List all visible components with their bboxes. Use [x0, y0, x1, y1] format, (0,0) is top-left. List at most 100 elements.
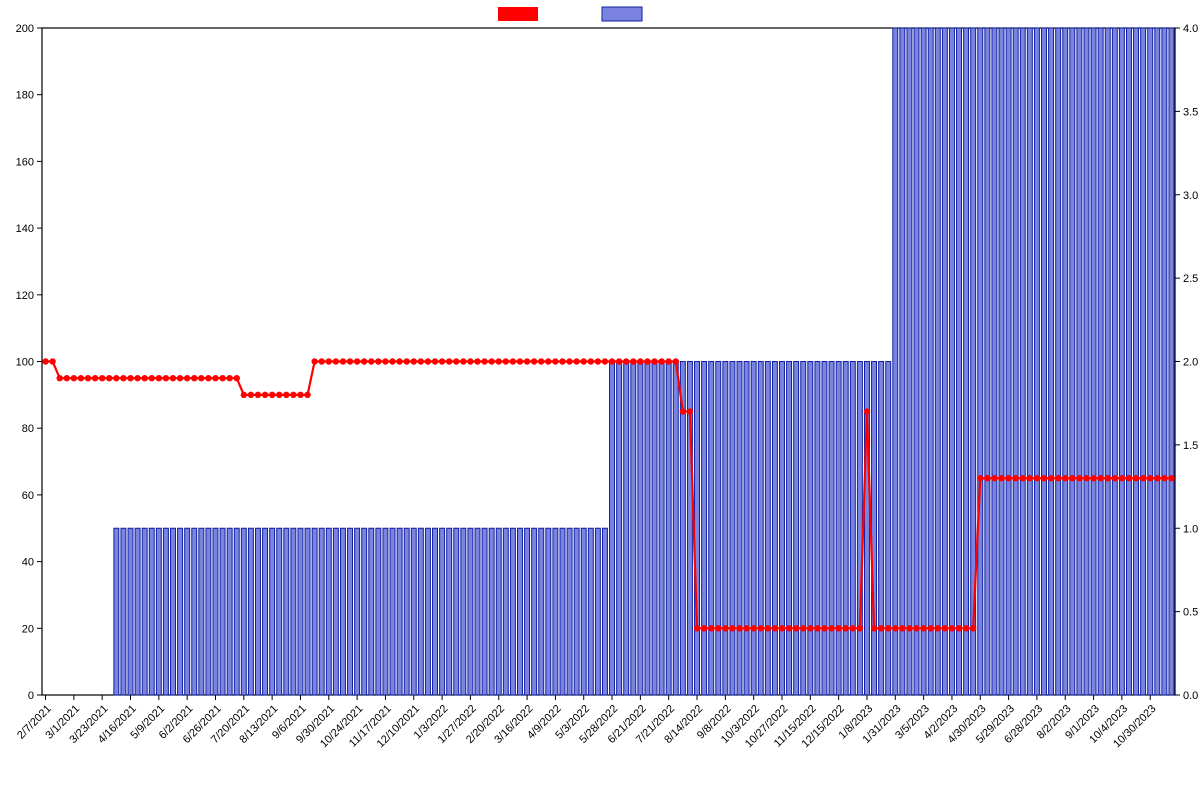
line-marker: [793, 625, 799, 631]
bar: [1077, 28, 1082, 695]
bar: [121, 528, 126, 695]
yright-tick-label: 2.0: [1183, 357, 1198, 369]
line-marker: [630, 358, 636, 364]
yright-tick-label: 3.0: [1183, 190, 1198, 202]
bar: [595, 528, 600, 695]
yright-tick-label: 2.5: [1183, 273, 1198, 285]
line-marker: [1119, 475, 1125, 481]
bar: [935, 28, 940, 695]
bar: [248, 528, 253, 695]
bar: [433, 528, 438, 695]
line-marker: [170, 375, 176, 381]
bar: [404, 528, 409, 695]
line-marker: [864, 408, 870, 414]
bar: [348, 528, 353, 695]
line-marker: [680, 408, 686, 414]
bar: [255, 528, 260, 695]
line-marker: [1027, 475, 1033, 481]
bar: [857, 362, 862, 696]
bar: [964, 28, 969, 695]
line-marker: [248, 392, 254, 398]
line-marker: [722, 625, 728, 631]
line-marker: [1090, 475, 1096, 481]
line-marker: [814, 625, 820, 631]
line-marker: [269, 392, 275, 398]
bar: [418, 528, 423, 695]
bar: [1006, 28, 1011, 695]
line-marker: [219, 375, 225, 381]
line-marker: [701, 625, 707, 631]
bar: [496, 528, 501, 695]
line-marker: [446, 358, 452, 364]
line-marker: [432, 358, 438, 364]
bar: [624, 362, 629, 696]
line-marker: [779, 625, 785, 631]
line-marker: [871, 625, 877, 631]
line-marker: [963, 625, 969, 631]
line-marker: [311, 358, 317, 364]
line-marker: [609, 358, 615, 364]
line-marker: [198, 375, 204, 381]
line-marker: [750, 625, 756, 631]
yright-tick-label: 0.5: [1183, 607, 1198, 619]
line-marker: [354, 358, 360, 364]
bar: [631, 362, 636, 696]
bar: [263, 528, 268, 695]
line-marker: [255, 392, 261, 398]
line-marker: [595, 358, 601, 364]
line-marker: [460, 358, 466, 364]
yleft-tick-label: 140: [16, 223, 34, 235]
bar: [574, 528, 579, 695]
line-marker: [368, 358, 374, 364]
line-marker: [885, 625, 891, 631]
line-marker: [942, 625, 948, 631]
bar: [872, 362, 877, 696]
bar: [695, 362, 700, 696]
chart-svg: 0204060801001201401601802000.00.51.01.52…: [0, 0, 1200, 800]
line-marker: [913, 625, 919, 631]
line-marker: [78, 375, 84, 381]
line-marker: [906, 625, 912, 631]
bar: [305, 528, 310, 695]
bar: [921, 28, 926, 695]
line-marker: [637, 358, 643, 364]
line-marker: [177, 375, 183, 381]
bar: [355, 528, 360, 695]
bar: [645, 362, 650, 696]
bar: [1070, 28, 1075, 695]
line-marker: [333, 358, 339, 364]
line-marker: [1140, 475, 1146, 481]
line-marker: [920, 625, 926, 631]
bar: [475, 528, 480, 695]
line-marker: [120, 375, 126, 381]
line-marker: [127, 375, 133, 381]
bar: [482, 528, 487, 695]
bar: [376, 528, 381, 695]
line-marker: [1020, 475, 1026, 481]
bar: [227, 528, 232, 695]
bar: [1141, 28, 1146, 695]
line-marker: [1154, 475, 1160, 481]
line-marker: [347, 358, 353, 364]
line-marker: [92, 375, 98, 381]
line-marker: [382, 358, 388, 364]
bar: [765, 362, 770, 696]
bar: [794, 362, 799, 696]
line-marker: [800, 625, 806, 631]
line-marker: [1126, 475, 1132, 481]
bar: [518, 528, 523, 695]
line-marker: [1005, 475, 1011, 481]
bar: [942, 28, 947, 695]
line-marker: [658, 358, 664, 364]
bar: [999, 28, 1004, 695]
bar: [425, 528, 430, 695]
line-marker: [878, 625, 884, 631]
bar: [1084, 28, 1089, 695]
line-marker: [57, 375, 63, 381]
bar: [1155, 28, 1160, 695]
bar: [751, 362, 756, 696]
bar: [1013, 28, 1018, 695]
bar: [454, 528, 459, 695]
line-marker: [326, 358, 332, 364]
bar: [709, 362, 714, 696]
